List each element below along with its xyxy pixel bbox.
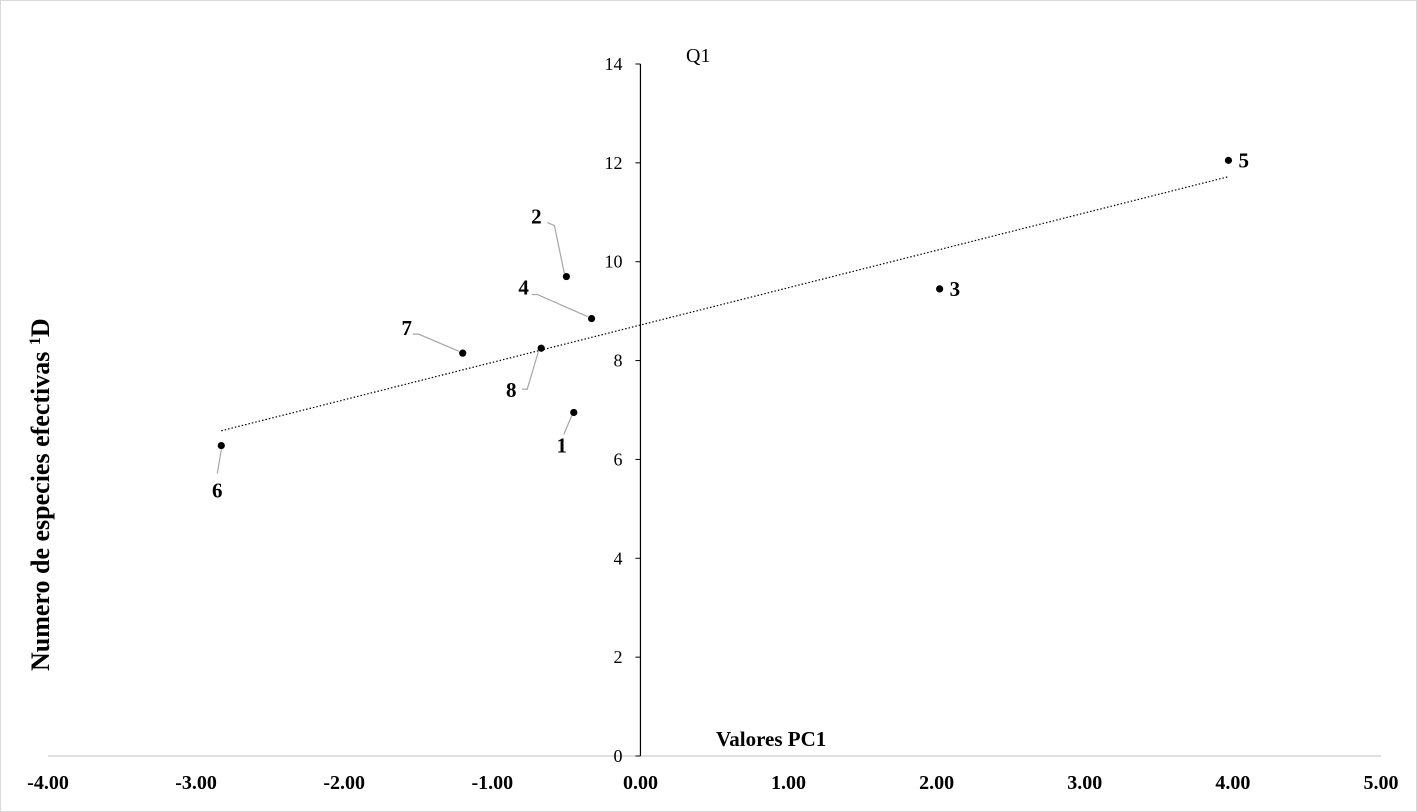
y-tick-label: 10 xyxy=(604,252,622,272)
leader-line-8 xyxy=(522,352,538,389)
data-point-6 xyxy=(218,442,225,449)
y-tick-label: 12 xyxy=(604,153,622,173)
axes: -4.00 -3.00 -2.00 -1.00 0.00 1.00 2.00 3.00 4.00… xyxy=(27,54,1398,794)
quadrant-label: Q1 xyxy=(686,45,710,67)
y-tick-label: 2 xyxy=(613,647,622,667)
leader-line-7 xyxy=(413,334,459,351)
x-tick-label: -4.00 xyxy=(27,772,69,794)
point-label-5: 5 xyxy=(1238,148,1249,172)
y-tick-label: 4 xyxy=(613,548,622,568)
trendline-layer xyxy=(221,177,1228,431)
x-tick-label: 2.00 xyxy=(919,772,954,794)
x-tick-label: -3.00 xyxy=(175,772,217,794)
leader-line-6 xyxy=(217,450,221,474)
y-axis-title-suffix: D xyxy=(26,318,55,337)
leader-lines xyxy=(217,223,587,474)
point-label-3: 3 xyxy=(950,277,961,301)
y-axis-title-superscript: 1 xyxy=(27,337,44,345)
leader-line-1 xyxy=(564,415,572,434)
point-label-6: 6 xyxy=(212,479,223,503)
x-tick-label: -2.00 xyxy=(323,772,365,794)
data-point-1 xyxy=(570,409,577,416)
point-label-4: 4 xyxy=(518,276,529,300)
y-axis-title: Numero de especies efectivas 1D xyxy=(26,318,55,671)
y-tick-label: 14 xyxy=(604,54,622,74)
point-label-7: 7 xyxy=(401,316,412,340)
point-label-8: 8 xyxy=(506,378,517,402)
chart-canvas: -4.00 -3.00 -2.00 -1.00 0.00 1.00 2.00 3.00 4.00… xyxy=(1,1,1416,811)
trendline xyxy=(221,177,1228,431)
point-label-1: 1 xyxy=(557,433,568,457)
point-label-2: 2 xyxy=(531,205,542,229)
data-point-5 xyxy=(1225,157,1232,164)
data-point-7 xyxy=(459,350,466,357)
y-axis-title-main: Numero de especies efectivas xyxy=(26,345,55,671)
x-tick-label: 0.00 xyxy=(623,772,658,794)
data-point-4 xyxy=(588,315,595,322)
x-tick-label: 3.00 xyxy=(1067,772,1102,794)
y-tick-label: 6 xyxy=(613,449,622,469)
y-tick-label: 8 xyxy=(613,351,622,371)
data-point-3 xyxy=(936,285,943,292)
leader-line-2 xyxy=(547,223,564,274)
chart-text: Q1 Valores PC1 Numero de especies efecti… xyxy=(26,45,826,751)
data-point-2 xyxy=(563,273,570,280)
data-points xyxy=(218,157,1232,449)
x-tick-label: 5.00 xyxy=(1364,772,1399,794)
x-tick-label: 1.00 xyxy=(771,772,806,794)
data-point-8 xyxy=(538,345,545,352)
y-tick-label: 0 xyxy=(613,746,622,766)
x-tick-label: 4.00 xyxy=(1215,772,1250,794)
scatter-chart: -4.00 -3.00 -2.00 -1.00 0.00 1.00 2.00 3.00 4.00… xyxy=(0,0,1417,812)
leader-line-4 xyxy=(532,295,588,317)
x-axis-title: Valores PC1 xyxy=(716,727,826,751)
x-tick-label: -1.00 xyxy=(471,772,513,794)
